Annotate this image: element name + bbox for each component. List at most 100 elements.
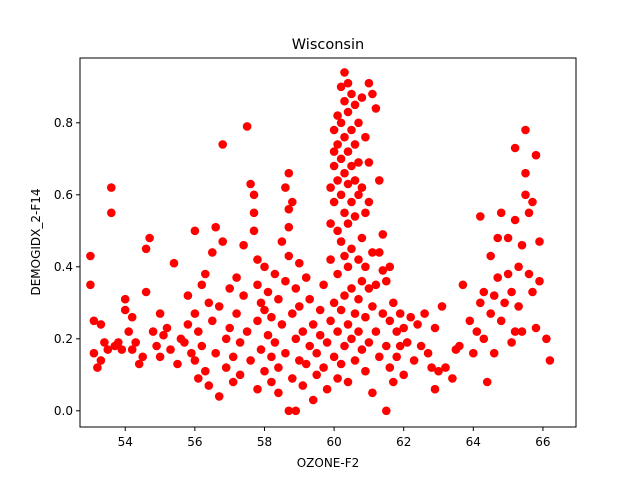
data-point [256,345,266,354]
data-point [225,323,234,333]
data-point [86,280,95,290]
data-point [131,338,140,347]
data-point [343,147,353,156]
data-point [486,251,496,261]
data-point [329,197,339,207]
data-point [357,276,367,286]
data-point [385,316,395,326]
data-point [465,316,475,326]
x-tick-label: 60 [326,435,341,449]
data-point [357,345,367,354]
data-point [528,197,537,207]
data-point [211,222,220,232]
data-point [545,356,555,365]
data-point [277,237,287,246]
data-point [482,377,492,387]
data-point [343,262,353,272]
x-tick-label: 56 [187,435,202,449]
data-point [378,230,388,239]
x-axis-label: OZONE-F2 [297,456,360,470]
data-point [343,107,353,117]
data-point [493,233,503,243]
data-point [291,334,301,344]
data-point [496,316,506,326]
data-point [253,255,262,264]
data-point [347,89,356,99]
data-point [399,370,409,380]
data-point [430,384,440,394]
data-point [507,287,516,297]
data-point [159,330,168,340]
data-point [493,273,503,282]
data-point [340,168,349,178]
data-point [340,341,349,351]
data-point [385,363,395,372]
data-point [333,111,342,120]
data-point [517,327,527,336]
data-point [354,294,363,304]
data-point [301,273,311,282]
data-point [260,305,269,315]
data-point [528,287,537,297]
data-point [375,352,384,362]
data-point [246,356,255,365]
data-point [336,237,346,246]
data-point [211,348,220,358]
data-point [295,356,304,365]
data-point [479,334,489,344]
data-point [385,262,395,272]
data-point [96,356,106,365]
data-point [336,190,346,200]
data-point [329,352,339,362]
data-point [531,323,541,333]
data-point [521,168,530,178]
x-tick-label: 66 [535,435,550,449]
data-point [333,327,342,336]
data-point [361,312,370,322]
data-point [371,327,381,336]
data-point [134,359,144,369]
data-point [141,244,151,254]
data-point [194,327,203,336]
data-point [218,237,227,246]
data-point [120,294,130,304]
data-point [270,338,280,347]
data-point [267,352,276,362]
data-point [183,291,193,300]
data-point [389,298,398,308]
data-point [510,327,520,336]
data-point [524,208,534,218]
data-point [169,258,179,268]
data-point [496,208,506,218]
data-point [350,100,360,110]
data-point [336,359,346,369]
data-point [489,291,499,300]
data-point [350,176,360,185]
data-point [141,287,151,297]
data-point [336,118,346,128]
data-point [155,352,165,362]
data-point [322,384,332,394]
data-point [409,356,419,365]
data-point [441,363,450,372]
data-points [86,68,555,416]
data-point [343,377,353,387]
data-point [340,208,349,218]
data-point [371,104,381,113]
data-point [239,291,248,300]
data-point [420,309,429,318]
data-point [124,327,133,336]
data-point [503,269,513,279]
data-point [430,323,440,333]
data-point [267,312,276,322]
data-point [507,338,516,347]
data-point [148,327,158,336]
data-point [263,330,273,340]
data-point [326,219,335,228]
data-point [284,406,294,416]
data-point [274,294,283,304]
data-point [364,338,374,347]
data-point [340,251,349,261]
data-point [361,262,370,272]
data-point [312,348,322,358]
